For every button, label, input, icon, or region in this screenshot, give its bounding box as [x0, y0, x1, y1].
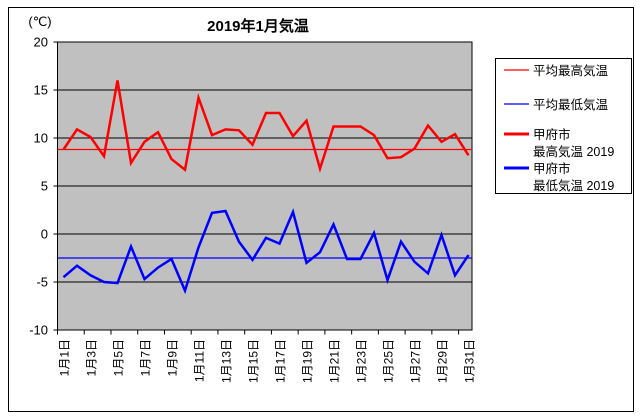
legend-item-label: 甲府市: [533, 161, 571, 176]
legend-item-label: 甲府市: [533, 127, 571, 142]
chart-title: 2019年1月気温: [207, 17, 309, 35]
x-axis-labels: 1月1日 1月3日 1月5日 1月7日 1月9日 1月11日 1月13日 1月15日 1月17日…: [58, 339, 477, 383]
y-tick-label: 0: [41, 227, 48, 242]
chart-border: [8, 7, 634, 412]
y-tick-label: -10: [29, 323, 48, 338]
legend-item: 平均最低気温: [504, 97, 609, 112]
y-axis-unit-label: (℃): [28, 14, 51, 29]
x-tick-label: 1月7日: [139, 339, 153, 376]
x-tick-label: 1月31日: [463, 339, 477, 383]
x-tick-label: 1月5日: [112, 339, 126, 376]
legend-item-label: 平均最高気温: [533, 63, 609, 78]
x-tick-label: 1月15日: [247, 339, 261, 383]
y-tick-label: 20: [34, 35, 48, 50]
series-min-temp-2019: [62, 208, 470, 295]
y-tick-label: 15: [34, 83, 48, 98]
legend-item-label: 最低気温 2019: [533, 178, 614, 193]
x-tick-label: 1月29日: [436, 339, 450, 383]
x-tick-label: 1月27日: [409, 339, 423, 383]
legend-item: 平均最高気温: [504, 63, 609, 78]
x-axis-ticks: [57, 330, 460, 335]
x-tick-label: 1月9日: [166, 339, 180, 376]
legend-box: [495, 58, 632, 194]
x-tick-label: 1月19日: [301, 339, 315, 383]
series-max-temp-2019: [62, 80, 470, 174]
y-tick-label: 10: [34, 131, 48, 146]
x-tick-label: 1月23日: [355, 339, 369, 383]
legend-item-label: 最高気温 2019: [533, 144, 614, 159]
y-axis-ticks: [53, 41, 58, 331]
y-tick-label: -5: [36, 275, 48, 290]
x-tick-label: 1月21日: [328, 339, 342, 383]
x-tick-label: 1月11日: [193, 339, 207, 382]
data-series: [57, 80, 472, 295]
gridlines: [57, 89, 472, 283]
y-tick-label: 5: [41, 179, 48, 194]
x-tick-label: 1月17日: [274, 339, 288, 383]
legend-item-label: 平均最低気温: [533, 97, 609, 112]
x-tick-label: 1月3日: [85, 339, 99, 376]
x-tick-label: 1月1日: [58, 339, 72, 376]
x-tick-label: 1月13日: [220, 339, 234, 383]
y-axis-labels: 20 15 10 5 0 -5 -10: [29, 35, 48, 338]
x-tick-label: 1月25日: [382, 339, 396, 383]
